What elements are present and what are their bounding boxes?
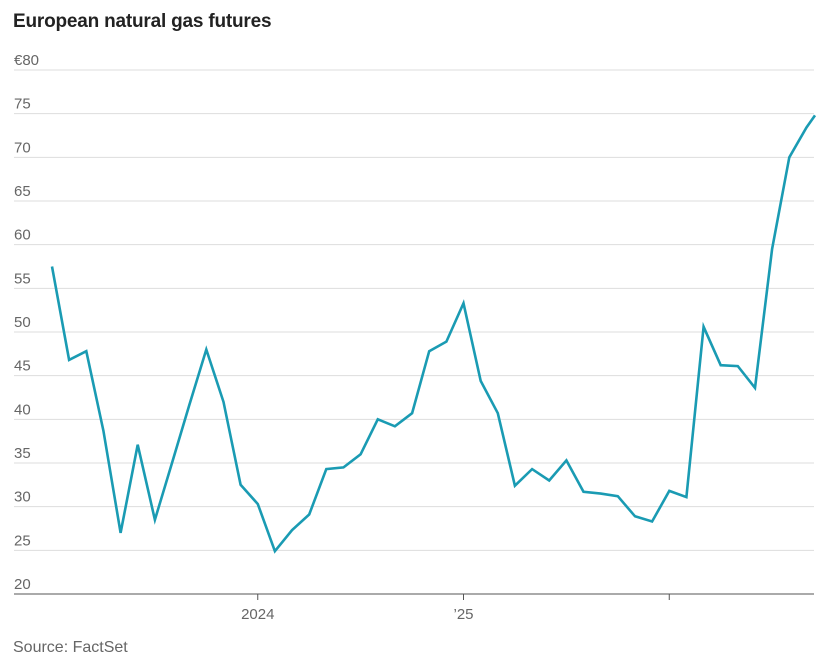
- y-tick-label-60: 60: [14, 227, 31, 244]
- series-line-0: [50, 114, 817, 554]
- chart-title: European natural gas futures: [13, 11, 272, 32]
- x-tick-label-1: ’25: [453, 606, 473, 623]
- y-tick-label-35: 35: [14, 445, 31, 462]
- y-tick-label-70: 70: [14, 139, 31, 156]
- y-tick-label-25: 25: [14, 532, 31, 549]
- y-tick-label-45: 45: [14, 358, 31, 375]
- x-tick-label-0: 2024: [241, 606, 274, 623]
- y-tick-label-80: €80: [14, 52, 39, 69]
- series-layer: [50, 114, 817, 554]
- y-axis-labels: 20 25 30 35 40 45 50 55 60 65 70 75 €80: [14, 52, 39, 593]
- y-tick-label-55: 55: [14, 270, 31, 287]
- x-axis: 2024 ’25: [241, 594, 670, 623]
- y-tick-label-30: 30: [14, 489, 31, 506]
- source-note: Source: FactSet: [13, 639, 128, 656]
- y-tick-label-40: 40: [14, 401, 31, 418]
- y-tick-label-65: 65: [14, 183, 31, 200]
- gridlines: [14, 69, 814, 595]
- y-tick-label-50: 50: [14, 314, 31, 331]
- y-tick-label-20: 20: [14, 576, 31, 593]
- y-tick-label-75: 75: [14, 96, 31, 113]
